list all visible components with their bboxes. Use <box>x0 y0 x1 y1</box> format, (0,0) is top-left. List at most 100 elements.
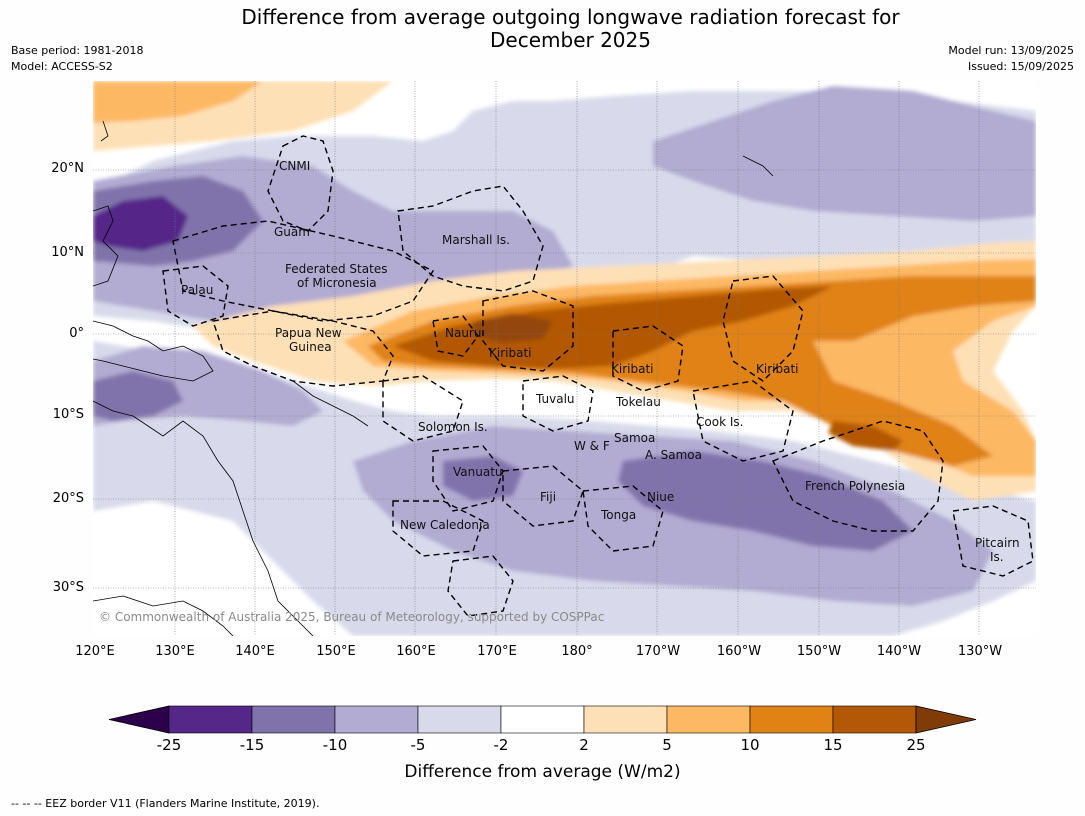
lat-label: 20°S <box>52 491 84 506</box>
colorbar-tick: -2 <box>493 736 509 754</box>
copyright-notice: © Commonwealth of Australia 2025, Bureau… <box>99 610 604 624</box>
label-tuvalu: Tuvalu <box>535 392 575 406</box>
label-samoa: Samoa <box>614 431 655 445</box>
colorbar-segment <box>417 705 502 734</box>
colorbar-segment <box>251 705 336 734</box>
eez-pitcairn <box>952 505 1034 577</box>
lon-label: 140°E <box>235 644 275 659</box>
anomaly-shading <box>93 81 1036 636</box>
colorbar-segment <box>334 705 419 734</box>
lon-label: 140°W <box>876 644 922 659</box>
olr-anomaly-map: CNMI Guam Marshall Is. Federated States … <box>93 81 1036 636</box>
lon-label: 130°E <box>155 644 195 659</box>
label-png-1: Papua New <box>275 326 342 340</box>
colorbar-extend-high <box>915 705 977 734</box>
lon-label: 170°W <box>635 644 681 659</box>
model-name: Model: ACCESS-S2 <box>11 60 113 73</box>
label-pitcairn-2: Is. <box>990 550 1004 564</box>
colorbar-segment <box>168 705 253 734</box>
label-nauru: Nauru <box>445 326 481 340</box>
label-new-caledonia: New Caledonia <box>400 518 490 532</box>
label-pitcairn-1: Pitcairn <box>975 536 1020 550</box>
lon-label: 180° <box>561 644 593 659</box>
colorbar-tick: 5 <box>662 736 672 754</box>
colorbar-extend-low <box>108 705 170 734</box>
eez-cnmi <box>267 135 334 232</box>
colorbar-tick: -25 <box>156 736 182 754</box>
lat-label: 10°S <box>52 407 84 422</box>
colorbar-tick: -15 <box>239 736 265 754</box>
colorbar-segments <box>108 705 977 734</box>
lat-label: 20°N <box>51 161 84 176</box>
title-line-2: December 2025 <box>490 28 651 52</box>
label-american-samoa: A. Samoa <box>645 448 702 462</box>
eez-fiji <box>502 465 584 527</box>
colorbar-title: Difference from average (W/m2) <box>404 762 681 782</box>
coastlines <box>93 120 774 636</box>
eez-marshall <box>397 185 544 292</box>
lon-label: 150°E <box>316 644 356 659</box>
colorbar-segment <box>500 705 585 734</box>
label-tonga: Tonga <box>600 508 636 522</box>
eez-kiribati-c <box>612 325 684 392</box>
eez-nauru <box>432 315 479 357</box>
lat-label: 10°N <box>51 245 84 260</box>
eez-tonga <box>582 485 664 552</box>
title-line-1: Difference from average outgoing longwav… <box>241 5 900 29</box>
label-kiribati-east: Kiribati <box>756 362 798 376</box>
lon-label: 120°E <box>75 644 115 659</box>
label-png-2: Guinea <box>289 340 332 354</box>
eez-solomon <box>382 375 464 442</box>
eez-micronesia <box>172 220 435 322</box>
colorbar-tick: -5 <box>410 736 426 754</box>
chart-title: Difference from average outgoing longwav… <box>0 6 1085 52</box>
lon-label: 150°W <box>796 644 842 659</box>
label-niue: Niue <box>647 490 674 504</box>
colorbar-segment <box>832 705 917 734</box>
shade-south-dark <box>618 451 913 551</box>
colorbar-segment <box>749 705 834 734</box>
eez-cook <box>692 380 794 462</box>
shade-warm-max <box>393 286 833 369</box>
issued-date: Issued: 15/09/2025 <box>967 60 1074 73</box>
meta-left: Base period: 1981-2018 Model: ACCESS-S2 <box>11 43 143 75</box>
eez-footnote: -- -- -- EEZ border V11 (Flanders Marine… <box>11 797 320 810</box>
label-cnmi: CNMI <box>279 159 310 173</box>
lat-label: 30°S <box>52 580 84 595</box>
lon-label: 160°E <box>396 644 436 659</box>
eez-kermadec <box>447 555 514 617</box>
eez-palau <box>162 265 229 327</box>
label-fsm-1: Federated States <box>285 262 387 276</box>
shade-warm-extreme <box>473 313 553 343</box>
eez-kiribati-w <box>482 290 574 372</box>
label-marshall: Marshall Is. <box>442 233 510 247</box>
model-run: Model run: 13/09/2025 <box>948 44 1074 57</box>
eez-tuvalu <box>522 375 594 432</box>
base-period: Base period: 1981-2018 <box>11 44 144 57</box>
shade-nw-medium <box>93 81 263 123</box>
label-tokelau: Tokelau <box>615 395 661 409</box>
eez-newcal <box>392 500 484 557</box>
meta-right: Model run: 13/09/2025 Issued: 15/09/2025 <box>948 43 1074 75</box>
label-vanuatu: Vanuatu <box>453 465 503 479</box>
colorbar-tick: 25 <box>906 736 926 754</box>
label-fsm-2: of Micronesia <box>297 276 377 290</box>
lon-label: 170°E <box>477 644 517 659</box>
graticule <box>93 81 1036 636</box>
label-kiribati-central: Kiribati <box>611 362 653 376</box>
lon-label: 160°W <box>716 644 762 659</box>
colorbar-segment <box>666 705 751 734</box>
shade-coral-dark <box>93 371 183 421</box>
eez-vanuatu <box>432 445 504 512</box>
label-wallis-futuna: W & F <box>574 439 610 453</box>
lon-label: 130°W <box>957 644 1003 659</box>
colorbar-tick: 10 <box>740 736 760 754</box>
colorbar-tick: -10 <box>322 736 348 754</box>
eez-frenchpoly <box>772 420 944 532</box>
label-palau: Palau <box>181 283 213 297</box>
label-french-polynesia: French Polynesia <box>805 479 905 493</box>
shade-warm-east <box>828 421 903 451</box>
colorbar-tick: 15 <box>823 736 843 754</box>
shade-north-medium-east <box>653 86 1036 221</box>
colorbar-tick: 2 <box>579 736 589 754</box>
